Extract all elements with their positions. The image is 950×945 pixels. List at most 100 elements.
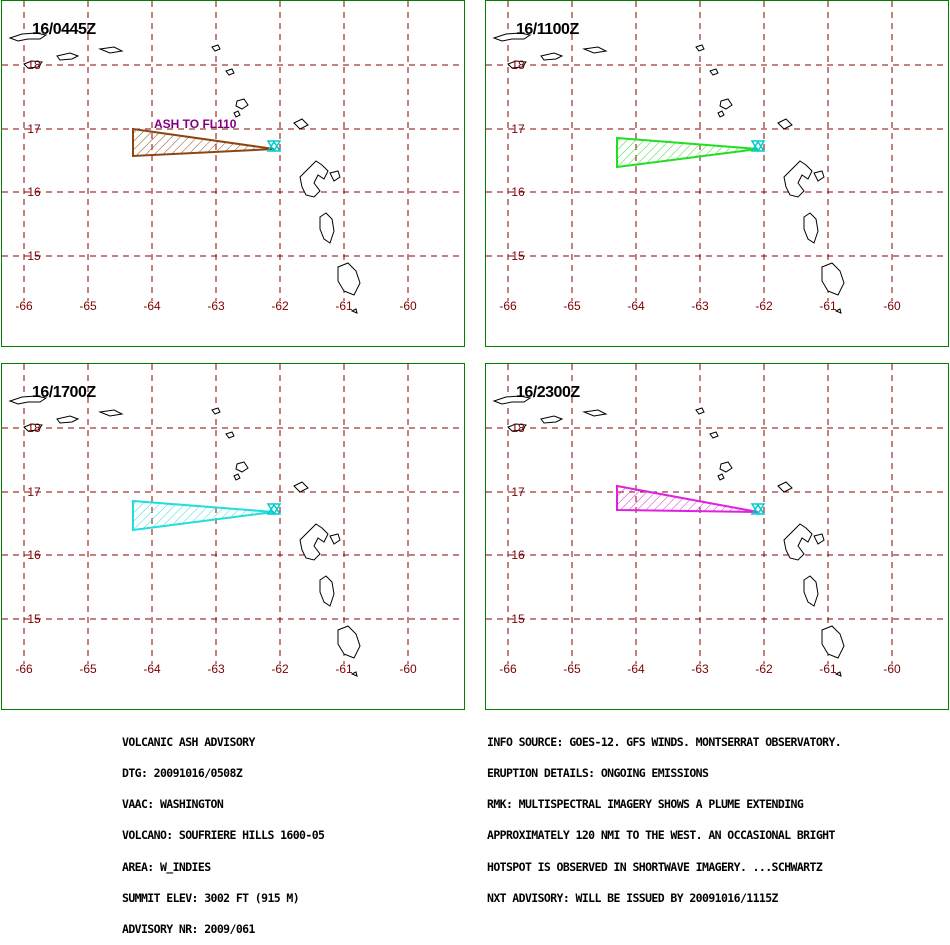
coastline-island	[777, 481, 793, 493]
coastline-island	[507, 60, 527, 69]
coastline-island	[23, 60, 43, 69]
coastline-island	[293, 481, 309, 493]
latitude-tick-label: 18	[511, 58, 525, 72]
coastline-island	[821, 625, 845, 659]
longitude-tick-label: -60	[883, 662, 901, 676]
coastline-island	[329, 170, 341, 182]
coastline-island	[337, 262, 361, 296]
latitude-tick-label: 17	[27, 122, 41, 136]
longitude-tick-label: -60	[399, 299, 417, 313]
ash-plume-area	[132, 499, 275, 532]
coastline-island	[709, 68, 719, 76]
coastline-island	[821, 262, 845, 296]
longitude-tick-label: -63	[691, 662, 709, 676]
coastline-island	[56, 415, 80, 424]
latitude-tick-label: 16	[27, 548, 41, 562]
coastline-island	[350, 308, 358, 314]
longitude-tick-label: -66	[499, 299, 517, 313]
longitude-tick-label: -66	[499, 662, 517, 676]
longitude-tick-label: -65	[563, 662, 581, 676]
coastline-island	[235, 461, 249, 473]
coastline-island	[719, 461, 733, 473]
longitude-tick-label: -62	[271, 662, 289, 676]
advisory-line: RMK: MULTISPECTRAL IMAGERY SHOWS A PLUME…	[487, 797, 804, 812]
coastline-island	[803, 212, 819, 244]
coastline-island	[233, 110, 241, 118]
coastline-island	[211, 44, 221, 52]
longitude-tick-label: -61	[819, 299, 837, 313]
coastline-island	[350, 671, 358, 677]
longitude-tick-label: -65	[563, 299, 581, 313]
longitude-tick-label: -64	[143, 662, 161, 676]
longitude-tick-label: -63	[691, 299, 709, 313]
longitude-tick-label: -62	[755, 299, 773, 313]
coastline-island	[777, 118, 793, 130]
advisory-line: INFO SOURCE: GOES-12. GFS WINDS. MONTSER…	[487, 734, 842, 749]
longitude-tick-label: -60	[399, 662, 417, 676]
coastline-island	[8, 32, 48, 42]
longitude-tick-label: -64	[627, 662, 645, 676]
coastline-island	[299, 523, 329, 561]
advisory-right-text: INFO SOURCE: GOES-12. GFS WINDS. MONTSER…	[487, 716, 842, 914]
coastline-island	[803, 575, 819, 607]
advisory-line: SUMMIT ELEV: 3002 FT (915 M)	[122, 890, 300, 905]
latitude-tick-label: 15	[511, 612, 525, 626]
coastline-island	[783, 160, 813, 198]
panel-time-label: 16/1700Z	[32, 384, 96, 401]
latitude-tick-label: 16	[511, 185, 525, 199]
longitude-tick-label: -65	[79, 662, 97, 676]
longitude-tick-label: -66	[15, 662, 33, 676]
coastline-island	[813, 170, 825, 182]
latitude-tick-label: 15	[27, 249, 41, 263]
coastline-island	[507, 423, 527, 432]
latitude-tick-label: 15	[27, 612, 41, 626]
coastline-island	[492, 32, 532, 42]
longitude-tick-label: -64	[143, 299, 161, 313]
coastline-island	[319, 575, 335, 607]
coastline-island	[293, 118, 309, 130]
advisory-line: DTG: 20091016/0508Z	[122, 766, 243, 781]
coastline-island	[719, 98, 733, 110]
latitude-tick-label: 17	[511, 122, 525, 136]
map-svg: -66 -65 -64 -63 -62 -61 -60 18 17 16 15 ASH TO FL11…	[2, 1, 464, 314]
map-svg: -66 -65 -64 -63 -62 -61 -60 18 17 16 15	[486, 1, 948, 314]
longitude-tick-label: -61	[335, 299, 353, 313]
longitude-tick-label: -61	[335, 662, 353, 676]
panel-time-label: 16/0445Z	[32, 21, 96, 38]
latitude-tick-label: 15	[511, 249, 525, 263]
longitude-tick-label: -62	[755, 662, 773, 676]
coastline-island	[695, 44, 705, 52]
advisory-line: APPROXIMATELY 120 NMI TO THE WEST. AN OC…	[487, 828, 835, 843]
coastline-island	[235, 98, 249, 110]
latitude-tick-label: 17	[511, 485, 525, 499]
latitude-tick-label: 16	[511, 548, 525, 562]
latitude-tick-label: 16	[27, 185, 41, 199]
advisory-line: VAAC: WASHINGTON	[122, 797, 224, 812]
advisory-line: ADVISORY NR: 2009/061	[122, 922, 255, 937]
forecast-panel-0445z: -66 -65 -64 -63 -62 -61 -60 18 17 16 15 ASH TO FL11…	[1, 0, 465, 347]
advisory-line: VOLCANO: SOUFRIERE HILLS 1600-05	[122, 828, 325, 843]
coastline-island	[783, 523, 813, 561]
volcano-marker-icon	[750, 503, 766, 516]
coastline-island	[709, 431, 719, 439]
ash-plume-area	[616, 484, 759, 513]
coastline-island	[813, 533, 825, 545]
coastline-island	[717, 473, 725, 481]
longitude-tick-label: -65	[79, 299, 97, 313]
coastline-island	[834, 671, 842, 677]
longitude-tick-label: -64	[627, 299, 645, 313]
volcano-marker-icon	[750, 140, 766, 153]
forecast-panel-1100z: -66 -65 -64 -63 -62 -61 -60 18 17 16 15 16/1100Z	[485, 0, 949, 347]
coastline-island	[582, 409, 608, 417]
coastline-island	[98, 46, 124, 54]
coastline-island	[8, 395, 48, 405]
latitude-tick-label: 18	[511, 421, 525, 435]
ash-level-label: ASH TO FL110	[154, 117, 237, 131]
coastline-island	[225, 68, 235, 76]
coastline-island	[98, 409, 124, 417]
latitude-tick-label: 18	[27, 421, 41, 435]
coastline-island	[329, 533, 341, 545]
advisory-line: NXT ADVISORY: WILL BE ISSUED BY 20091016…	[487, 890, 778, 905]
advisory-line: HOTSPOT IS OBSERVED IN SHORTWAVE IMAGERY…	[487, 859, 823, 874]
longitude-tick-label: -66	[15, 299, 33, 313]
